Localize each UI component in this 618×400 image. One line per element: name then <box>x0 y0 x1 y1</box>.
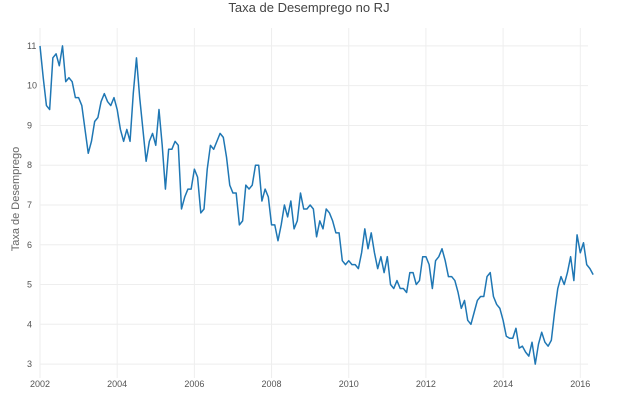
y-axis-ticks: 3 4 5 6 7 8 9 10 11 <box>27 41 37 369</box>
chart-title: Taxa de Desemprego no RJ <box>228 0 389 15</box>
x-tick-label: 2006 <box>184 379 204 389</box>
x-tick-label: 2002 <box>30 379 50 389</box>
y-tick-label: 3 <box>27 359 32 369</box>
y-tick-label: 8 <box>27 160 32 170</box>
y-tick-label: 9 <box>27 120 32 130</box>
x-tick-label: 2004 <box>107 379 127 389</box>
y-tick-label: 7 <box>27 200 32 210</box>
y-tick-label: 5 <box>27 280 32 290</box>
y-tick-label: 11 <box>27 41 36 51</box>
y-tick-label: 10 <box>27 81 37 91</box>
x-tick-label: 2008 <box>262 379 282 389</box>
x-tick-label: 2016 <box>570 379 590 389</box>
y-tick-label: 4 <box>27 319 32 329</box>
x-axis-ticks: 2002 2004 2006 2008 2010 2012 2014 2016 <box>30 379 590 389</box>
x-tick-label: 2014 <box>493 379 513 389</box>
x-tick-label: 2010 <box>339 379 359 389</box>
grid-lines <box>39 28 588 378</box>
y-tick-label: 6 <box>27 240 32 250</box>
series-line-taxa-desemprego <box>39 45 594 365</box>
x-tick-label: 2012 <box>416 379 436 389</box>
y-axis-title: Taxa de Desemprego <box>10 147 22 252</box>
